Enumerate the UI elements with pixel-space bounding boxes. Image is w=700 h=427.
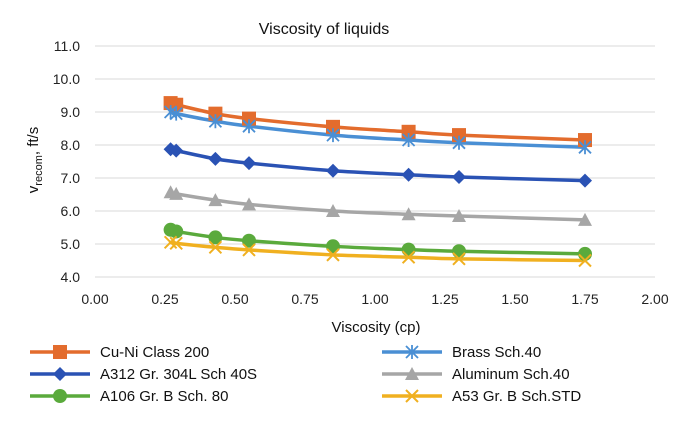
legend: Cu-Ni Class 200 Brass Sch.40 A312 Gr. 304L… bbox=[30, 344, 581, 405]
data-point-marker bbox=[326, 128, 340, 143]
data-point-marker bbox=[169, 106, 183, 121]
legend-label: A53 Gr. B Sch.STD bbox=[452, 388, 581, 405]
series-line-2 bbox=[168, 147, 587, 183]
y-tick-label: 5.0 bbox=[61, 236, 81, 252]
series-lines bbox=[168, 101, 587, 263]
data-point-marker bbox=[326, 204, 340, 217]
x-axis-title: Viscosity (cp) bbox=[332, 319, 421, 336]
data-point-marker bbox=[242, 197, 256, 211]
legend-label: A312 Gr. 304L Sch 40S bbox=[100, 366, 257, 383]
y-tick-label: 10.0 bbox=[53, 71, 80, 87]
data-point-marker bbox=[169, 143, 184, 158]
legend-marker bbox=[405, 345, 419, 359]
legend-label: Brass Sch.40 bbox=[452, 344, 541, 361]
data-point-marker bbox=[169, 236, 183, 251]
data-point-marker bbox=[401, 250, 416, 264]
data-point-marker bbox=[326, 163, 340, 178]
y-tick-label: 11.0 bbox=[54, 38, 80, 54]
data-point-marker bbox=[452, 170, 466, 185]
legend-marker bbox=[405, 367, 419, 380]
data-point-marker bbox=[578, 253, 592, 268]
data-point-marker bbox=[242, 119, 256, 134]
legend-item: Brass Sch.40 bbox=[382, 344, 541, 361]
data-point-marker bbox=[242, 233, 256, 248]
y-tick-label: 9.0 bbox=[61, 104, 81, 120]
data-point-marker bbox=[578, 140, 592, 155]
x-tick-label: 0.25 bbox=[151, 291, 178, 307]
x-tick-label: 1.50 bbox=[501, 291, 528, 307]
series-markers bbox=[163, 96, 592, 268]
data-point-marker bbox=[401, 207, 416, 221]
data-point-marker bbox=[578, 212, 592, 226]
data-point-marker bbox=[242, 243, 256, 257]
y-tick-label: 7.0 bbox=[61, 170, 81, 186]
x-tick-label: 2.00 bbox=[641, 291, 668, 307]
data-point-marker bbox=[578, 246, 592, 261]
y-axis-title-suffix: , ft/s bbox=[25, 127, 42, 155]
data-point-marker bbox=[578, 173, 592, 188]
data-point-marker bbox=[169, 224, 184, 239]
data-point-marker bbox=[242, 156, 256, 171]
x-tick-label: 1.75 bbox=[571, 291, 598, 307]
chart-title: Viscosity of liquids bbox=[259, 21, 389, 38]
series-line-5 bbox=[168, 240, 587, 263]
series-line-1 bbox=[168, 110, 587, 150]
data-point-marker bbox=[208, 193, 223, 207]
y-tick-label: 8.0 bbox=[61, 137, 81, 153]
legend-item: Aluminum Sch.40 bbox=[382, 366, 570, 383]
legend-item: A106 Gr. B Sch. 80 bbox=[30, 388, 228, 405]
data-point-marker bbox=[169, 186, 184, 200]
x-tick-label: 0.50 bbox=[221, 291, 248, 307]
data-point-marker bbox=[208, 151, 223, 166]
y-axis-title-main: v bbox=[25, 185, 42, 193]
x-tick-label: 1.25 bbox=[431, 291, 458, 307]
series-line-0 bbox=[168, 101, 587, 142]
data-point-marker bbox=[401, 242, 416, 257]
legend-item: A312 Gr. 304L Sch 40S bbox=[30, 366, 257, 383]
axes: 4.0 5.0 6.0 7.0 8.0 9.0 10.0 11.0 0.00 0.25 0.50 0.… bbox=[53, 38, 669, 307]
legend-marker bbox=[53, 367, 67, 381]
x-tick-label: 1.00 bbox=[361, 291, 388, 307]
legend-item: Cu-Ni Class 200 bbox=[30, 344, 209, 361]
legend-label: A106 Gr. B Sch. 80 bbox=[100, 388, 228, 405]
data-point-marker bbox=[401, 133, 416, 148]
legend-label: Cu-Ni Class 200 bbox=[100, 344, 209, 361]
y-axis-title-subscript: recom bbox=[33, 155, 45, 186]
y-tick-label: 4.0 bbox=[61, 269, 81, 285]
data-point-marker bbox=[169, 97, 184, 112]
data-point-marker bbox=[208, 114, 223, 129]
series-line-3 bbox=[168, 190, 587, 222]
data-point-marker bbox=[208, 230, 223, 245]
data-point-marker bbox=[452, 244, 466, 259]
legend-label: Aluminum Sch.40 bbox=[452, 366, 570, 383]
data-point-marker bbox=[326, 248, 340, 262]
data-point-marker bbox=[326, 239, 340, 254]
y-axis-title: vrecom, ft/s bbox=[25, 127, 45, 193]
data-point-marker bbox=[452, 135, 466, 150]
x-tick-label: 0.00 bbox=[81, 291, 108, 307]
data-point-marker bbox=[452, 252, 466, 266]
data-point-marker bbox=[208, 240, 223, 255]
legend-marker bbox=[53, 345, 67, 359]
x-tick-label: 0.75 bbox=[291, 291, 318, 307]
y-tick-label: 6.0 bbox=[61, 203, 81, 219]
legend-marker bbox=[405, 389, 419, 403]
data-point-marker bbox=[401, 167, 416, 182]
legend-item: A53 Gr. B Sch.STD bbox=[382, 388, 581, 405]
data-point-marker bbox=[452, 208, 466, 222]
legend-marker bbox=[53, 389, 67, 403]
